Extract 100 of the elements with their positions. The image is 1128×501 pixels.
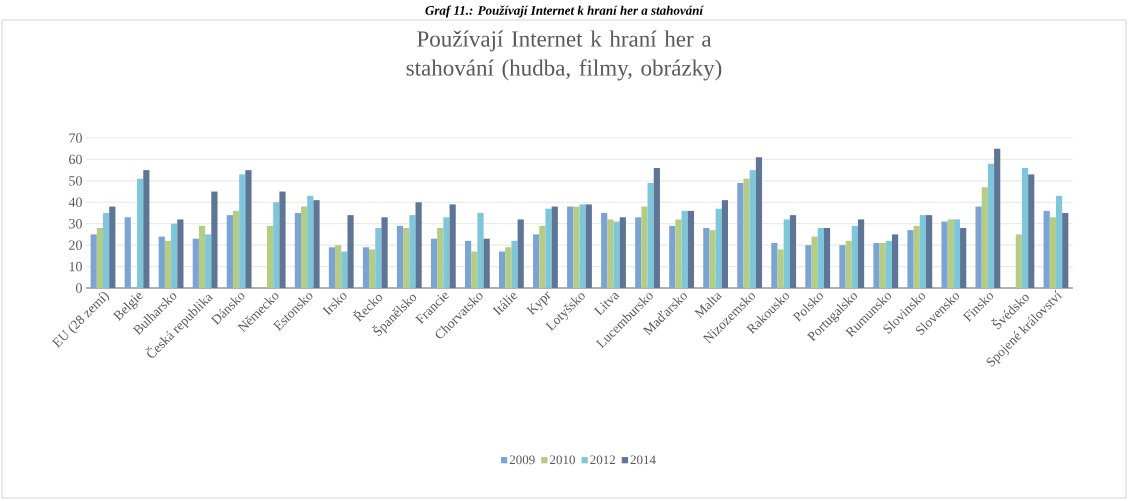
- bar: [109, 206, 116, 288]
- bar: [90, 234, 97, 288]
- bar: [1015, 234, 1022, 288]
- y-tick-label: 60: [69, 154, 82, 165]
- bar: [579, 204, 586, 288]
- bar: [551, 206, 558, 288]
- bar: [1043, 210, 1050, 288]
- bar: [975, 206, 982, 288]
- bar: [307, 195, 314, 288]
- bar: [177, 219, 184, 288]
- bar: [396, 225, 404, 288]
- bar: [947, 219, 954, 288]
- bar: [273, 202, 280, 288]
- bar: [1021, 168, 1029, 288]
- legend-label: 2014: [630, 455, 656, 465]
- bar: [771, 242, 778, 288]
- bar: [845, 240, 852, 288]
- bar: [960, 228, 967, 288]
- y-tick-label: 40: [68, 197, 82, 208]
- legend-label: 2009: [509, 455, 535, 465]
- bar: [743, 178, 750, 288]
- bar: [987, 163, 995, 288]
- bar: [477, 213, 484, 288]
- bar: [499, 251, 506, 288]
- bar: [919, 215, 927, 288]
- bar: [369, 249, 376, 288]
- bar: [328, 247, 336, 288]
- bar: [192, 238, 199, 288]
- bar: [430, 238, 438, 288]
- bar: [737, 183, 744, 288]
- bar: [171, 223, 178, 288]
- bar: [103, 213, 110, 288]
- bar: [913, 225, 920, 288]
- bar: [675, 219, 682, 288]
- bar: [789, 215, 797, 288]
- bar: [96, 228, 104, 288]
- bar: [873, 242, 880, 288]
- text: Graf 11.: Používají Internet k hraní her a stahování: [425, 5, 704, 18]
- bar: [226, 215, 233, 288]
- bar: [749, 170, 756, 288]
- y-tick-label: 30: [69, 218, 82, 229]
- bar: [981, 187, 988, 288]
- bar: [567, 206, 574, 288]
- legend-label: 2010: [550, 455, 575, 465]
- bar: [669, 225, 676, 288]
- bar: [198, 225, 206, 288]
- bar: [721, 200, 729, 288]
- bar: [449, 204, 456, 288]
- bar: [517, 219, 524, 288]
- bar: [926, 215, 933, 288]
- bar: [1055, 195, 1063, 288]
- bar: [245, 170, 252, 288]
- bar: [635, 217, 642, 288]
- bar: [158, 236, 165, 288]
- bar: [164, 240, 172, 288]
- y-tick-label: 20: [69, 240, 82, 250]
- bar: [381, 217, 388, 288]
- bar: [205, 234, 212, 288]
- bar: [347, 215, 354, 288]
- bar: [403, 228, 410, 288]
- bar: [653, 168, 660, 288]
- bar: [511, 240, 518, 288]
- bar: [279, 191, 286, 288]
- bar: [879, 242, 886, 288]
- bar: [375, 228, 382, 288]
- bar: [505, 247, 512, 288]
- bar: [755, 157, 763, 288]
- bar: [211, 191, 218, 288]
- bar: [851, 225, 858, 288]
- bar: [641, 206, 648, 288]
- bar: [545, 208, 552, 288]
- bar: [839, 245, 846, 288]
- bar: [137, 178, 144, 288]
- bar: [681, 210, 688, 288]
- bar: [443, 217, 450, 288]
- bar: [619, 217, 626, 288]
- bar: [335, 245, 342, 288]
- bar: [464, 240, 472, 288]
- y-tick-label: 50: [69, 176, 82, 186]
- bar: [857, 219, 865, 288]
- bar: [437, 228, 444, 288]
- bar: [687, 210, 694, 288]
- bar: [805, 245, 812, 288]
- bar: [1062, 213, 1069, 288]
- bar: [709, 230, 716, 288]
- bar: [994, 148, 1001, 288]
- bar: [539, 225, 546, 288]
- bar: [533, 234, 540, 288]
- bar: [647, 183, 654, 288]
- bar: [409, 215, 416, 288]
- bar: [811, 236, 818, 288]
- bar: [907, 230, 914, 288]
- bar: [601, 213, 608, 288]
- bar: [607, 219, 614, 288]
- chart-title: Používají Internet k hraní her a stahování (hudba, filmy, obrázky): [406, 30, 722, 81]
- bar: [362, 247, 370, 288]
- bar: [239, 174, 246, 288]
- bar: [313, 200, 320, 288]
- bar: [143, 170, 150, 288]
- bar: [941, 221, 948, 288]
